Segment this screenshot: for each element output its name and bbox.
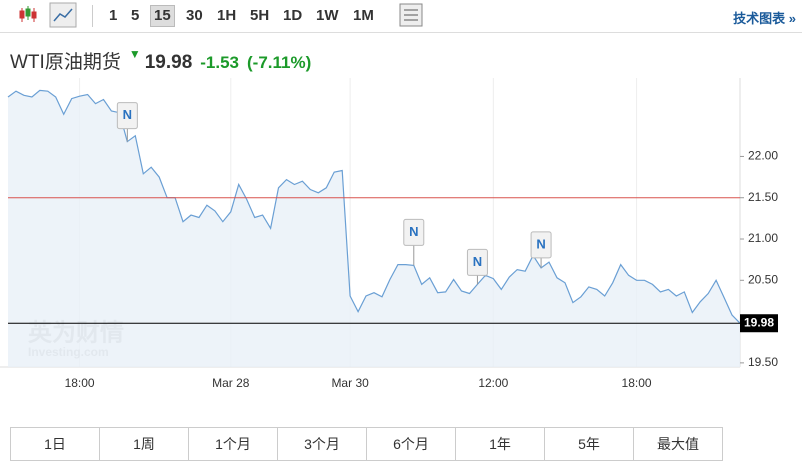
range-button[interactable]: 1个月 xyxy=(189,428,278,460)
interval-button[interactable]: 5H xyxy=(250,7,270,24)
chart-type-icons[interactable] xyxy=(0,0,80,32)
interval-button[interactable]: 1H xyxy=(217,7,237,24)
y-tick-label: 22.00 xyxy=(748,149,778,163)
x-tick-label: 18:00 xyxy=(65,376,95,390)
separator xyxy=(92,5,93,27)
down-arrow: ▼ xyxy=(128,47,141,61)
toolbar: 1 5 15 30 1H 5H 1D 1W 1M 技术图表 » xyxy=(0,0,802,33)
news-box xyxy=(466,248,488,276)
news-marker[interactable]: N xyxy=(403,218,425,266)
y-tick-label: 19.50 xyxy=(748,355,778,369)
news-label: N xyxy=(536,236,545,251)
x-tick-label: Mar 30 xyxy=(331,376,369,390)
settings-icon[interactable] xyxy=(396,0,426,32)
news-marker[interactable]: N xyxy=(466,248,488,285)
interval-button[interactable]: 1M xyxy=(353,7,374,24)
price: 19.98 xyxy=(144,52,193,73)
y-tick-label: 21.50 xyxy=(748,190,778,204)
x-tick-label: 12:00 xyxy=(478,376,508,390)
range-button[interactable]: 1年 xyxy=(456,428,545,460)
area xyxy=(8,90,740,368)
last-price-label: 19.98 xyxy=(744,315,774,329)
x-tick-label: 18:00 xyxy=(622,376,652,390)
x-tick-label: Mar 28 xyxy=(212,376,250,390)
news-box xyxy=(403,218,425,246)
line xyxy=(7,89,741,324)
range-buttons: 1日 1周 1个月 3个月 6个月 1年 5年 最大值 xyxy=(10,427,723,461)
range-button[interactable]: 3个月 xyxy=(278,428,367,460)
interval-button[interactable]: 15 xyxy=(150,5,175,27)
last-price-box xyxy=(740,314,778,333)
y-tick-label: 21.00 xyxy=(748,231,778,245)
news-label: N xyxy=(473,254,482,269)
instrument-name: WTI原油期货 xyxy=(10,52,121,73)
interval-button[interactable]: 1 xyxy=(109,7,118,24)
news-box xyxy=(530,231,552,259)
range-button[interactable]: 5年 xyxy=(545,428,634,460)
interval-button[interactable]: 30 xyxy=(186,7,203,24)
news-label: N xyxy=(409,224,418,239)
news-marker[interactable]: N xyxy=(116,102,138,142)
change: -1.53 xyxy=(200,53,240,72)
interval-button[interactable]: 1D xyxy=(283,7,303,24)
tech-chart-link[interactable]: 技术图表 » xyxy=(733,11,796,26)
interval-button[interactable]: 1W xyxy=(316,7,339,24)
news-box xyxy=(116,102,138,130)
quote-header: WTI原油期货 ▼ 19.98 -1.53 (-7.11%) xyxy=(10,47,319,74)
range-button[interactable]: 1日 xyxy=(11,428,100,460)
range-button[interactable]: 6个月 xyxy=(367,428,456,460)
range-button[interactable]: 1周 xyxy=(100,428,189,460)
change-pct: (-7.11%) xyxy=(247,53,312,72)
y-tick-label: 20.50 xyxy=(748,272,778,286)
news-label: N xyxy=(123,107,132,122)
news-marker[interactable]: N xyxy=(530,231,552,268)
interval-button[interactable]: 5 xyxy=(131,7,140,24)
range-button[interactable]: 最大值 xyxy=(657,436,699,452)
